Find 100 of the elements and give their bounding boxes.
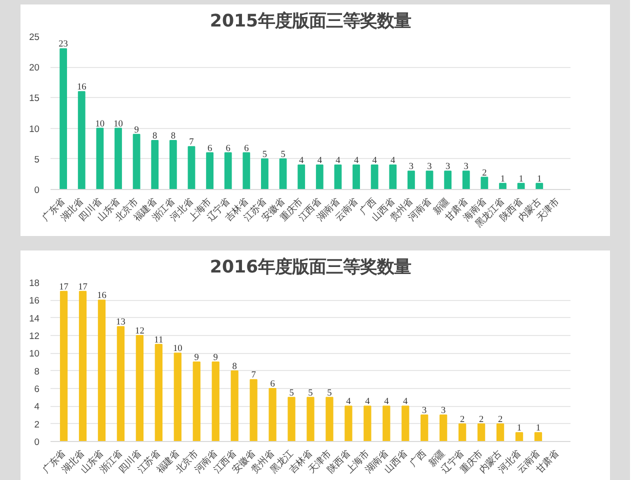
- data-label: 2: [482, 168, 488, 178]
- bar: [389, 164, 397, 190]
- bar: [517, 182, 525, 190]
- bar: [462, 170, 470, 190]
- data-label: 8: [152, 132, 158, 142]
- data-label: 4: [372, 156, 378, 166]
- y-tick-label: 18: [29, 278, 40, 288]
- bar: [192, 362, 200, 442]
- y-tick-label: 25: [29, 32, 40, 42]
- chart-title: 2015年度版面三等奖数量: [210, 12, 412, 32]
- y-tick-label: 12: [29, 331, 40, 341]
- bar: [344, 406, 352, 442]
- bar: [98, 300, 106, 442]
- data-label: 3: [427, 162, 432, 172]
- bar: [382, 406, 390, 442]
- data-label: 4: [299, 156, 304, 166]
- y-tick-label: 10: [29, 124, 40, 134]
- y-tick-label: 2: [34, 419, 40, 430]
- bar: [458, 423, 466, 442]
- y-tick-label: 10: [29, 348, 40, 359]
- bar: [306, 396, 314, 442]
- bar: [114, 128, 122, 190]
- bar: [352, 164, 360, 190]
- bar: [212, 362, 220, 442]
- bar: [206, 152, 214, 190]
- data-label: 3: [464, 162, 469, 172]
- bar: [426, 170, 434, 190]
- data-label: 10: [95, 119, 105, 130]
- bar: [279, 158, 287, 190]
- data-label: 6: [270, 380, 276, 390]
- data-label: 2: [498, 414, 503, 425]
- data-label: 2: [478, 414, 484, 425]
- data-label: 10: [114, 119, 124, 130]
- bar: [480, 176, 488, 190]
- data-label: 4: [317, 156, 322, 166]
- chart-title: 2016年度版面三等奖数量: [210, 258, 412, 278]
- data-label: 4: [346, 397, 352, 408]
- bar: [136, 335, 144, 442]
- bar: [268, 388, 276, 442]
- data-label: 10: [172, 344, 183, 354]
- bar: [334, 164, 342, 190]
- bar: [78, 91, 86, 190]
- bar: [444, 170, 452, 190]
- data-label: 4: [403, 397, 408, 408]
- bar: [224, 152, 232, 190]
- data-label: 1: [537, 174, 542, 184]
- data-label: 4: [390, 156, 396, 166]
- data-label: 1: [536, 424, 541, 434]
- data-label: 3: [408, 162, 414, 172]
- data-label: 1: [516, 424, 522, 434]
- data-label: 23: [58, 40, 68, 50]
- bar: [370, 164, 378, 190]
- bar: [78, 290, 87, 442]
- bar: [169, 140, 177, 190]
- data-label: 7: [189, 138, 194, 148]
- y-tick-label: 6: [34, 384, 40, 394]
- y-tick-label: 4: [34, 402, 40, 412]
- data-label: 8: [232, 362, 238, 372]
- bar: [536, 182, 544, 190]
- data-label: 2: [460, 414, 465, 425]
- data-label: 8: [170, 132, 176, 142]
- bar: [261, 158, 268, 190]
- data-label: 5: [262, 150, 268, 160]
- data-label: 13: [116, 318, 126, 328]
- bar: [534, 432, 542, 442]
- data-label: 1: [518, 174, 524, 184]
- data-label: 6: [207, 144, 212, 154]
- y-tick-label: 15: [29, 93, 40, 104]
- y-tick-label: 5: [34, 154, 40, 164]
- bar: [96, 128, 104, 190]
- bar: [402, 406, 410, 442]
- bar: [250, 379, 258, 442]
- bar: [188, 146, 196, 190]
- y-tick-label: 0: [34, 185, 40, 195]
- data-label: 17: [59, 282, 69, 292]
- x-tick-label: 广西: [408, 448, 428, 470]
- bar: [60, 290, 68, 442]
- y-tick-label: 20: [29, 62, 40, 73]
- y-tick-label: 8: [34, 366, 40, 376]
- data-label: 5: [280, 150, 286, 160]
- bar: [420, 414, 428, 442]
- data-label: 9: [134, 125, 140, 136]
- data-label: 12: [135, 326, 145, 336]
- bar: [116, 326, 125, 442]
- data-label: 3: [441, 406, 446, 416]
- data-label: 11: [154, 335, 164, 346]
- bar: [132, 134, 140, 190]
- data-label: 5: [289, 388, 294, 398]
- bar: [60, 48, 68, 190]
- bar: [174, 352, 182, 442]
- bar: [242, 152, 250, 190]
- bar: [496, 423, 504, 442]
- y-tick-label: 0: [34, 437, 40, 447]
- bar: [408, 170, 415, 190]
- bar: [326, 396, 334, 442]
- data-label: 4: [384, 397, 390, 408]
- data-label: 16: [76, 82, 87, 93]
- bar: [154, 344, 162, 442]
- y-tick-label: 16: [29, 296, 40, 306]
- bar: [151, 140, 159, 190]
